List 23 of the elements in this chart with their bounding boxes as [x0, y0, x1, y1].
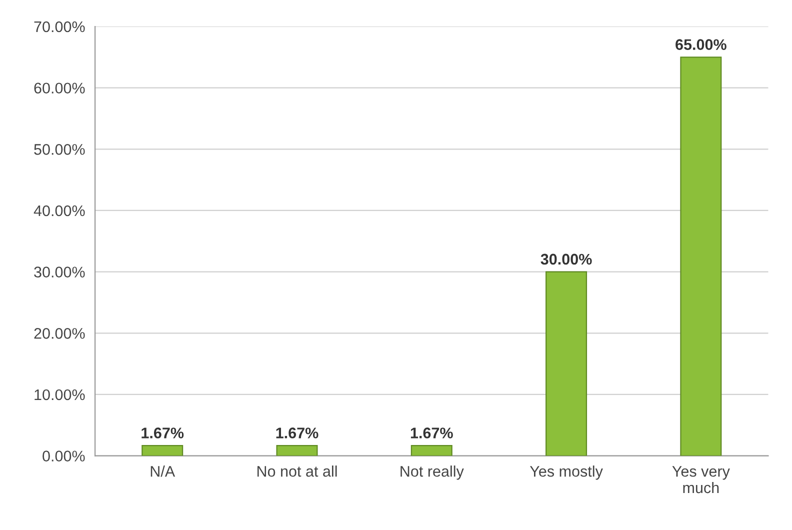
- bar: [546, 271, 588, 456]
- x-tick-label: Yes mostly: [530, 466, 603, 480]
- x-tick-label: Yes very much: [672, 466, 730, 494]
- x-tick-label: Not really: [400, 466, 464, 480]
- y-tick-label: 0.00%: [42, 450, 85, 462]
- data-label: 65.00%: [676, 39, 726, 50]
- x-tick-label: No not at all: [257, 466, 337, 477]
- y-tick-label: 30.00%: [34, 266, 85, 278]
- bar: [410, 445, 452, 456]
- bar: [142, 445, 184, 456]
- y-tick-label: 10.00%: [34, 389, 85, 400]
- data-label: 30.00%: [540, 254, 592, 265]
- y-tick-label: 50.00%: [34, 144, 85, 155]
- bar: [680, 56, 722, 456]
- data-label: 1.67%: [276, 428, 318, 438]
- y-tick-label: 70.00%: [34, 21, 85, 32]
- bar: [276, 445, 318, 456]
- data-label: 1.67%: [410, 428, 453, 438]
- data-label: 1.67%: [142, 428, 184, 438]
- y-tick-label: 60.00%: [34, 82, 85, 94]
- x-tick-label: N/A: [150, 466, 176, 477]
- y-tick-label: 20.00%: [34, 328, 85, 339]
- y-tick-label: 40.00%: [34, 205, 85, 216]
